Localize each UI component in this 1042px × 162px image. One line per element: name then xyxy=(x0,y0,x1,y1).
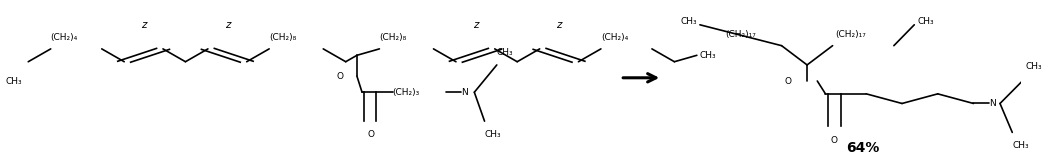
Text: O: O xyxy=(337,72,344,81)
Text: (CH₂)₁₇: (CH₂)₁₇ xyxy=(836,30,867,39)
Text: (CH₂)₄: (CH₂)₄ xyxy=(601,34,628,42)
Text: CH₃: CH₃ xyxy=(497,48,514,57)
Text: CH₃: CH₃ xyxy=(700,51,717,60)
Text: CH₃: CH₃ xyxy=(485,129,501,139)
Text: O: O xyxy=(785,76,792,86)
Text: 64%: 64% xyxy=(846,141,879,155)
Text: z: z xyxy=(225,20,230,30)
Text: CH₃: CH₃ xyxy=(917,17,934,26)
Text: (CH₂)₄: (CH₂)₄ xyxy=(51,34,78,42)
Text: CH₃: CH₃ xyxy=(680,17,697,26)
Text: CH₃: CH₃ xyxy=(6,76,23,86)
Text: CH₃: CH₃ xyxy=(1012,141,1028,150)
Text: N: N xyxy=(461,88,468,97)
Text: (CH₂)₁₇: (CH₂)₁₇ xyxy=(725,30,756,39)
Text: z: z xyxy=(473,20,478,30)
Text: (CH₂)₈: (CH₂)₈ xyxy=(269,34,296,42)
Text: N: N xyxy=(989,99,995,108)
Text: O: O xyxy=(830,136,838,145)
Text: O: O xyxy=(367,129,374,139)
Text: z: z xyxy=(141,20,146,30)
Text: (CH₂)₈: (CH₂)₈ xyxy=(379,34,406,42)
Text: CH₃: CH₃ xyxy=(1025,62,1042,71)
Text: z: z xyxy=(556,20,562,30)
Text: (CH₂)₃: (CH₂)₃ xyxy=(393,88,420,97)
